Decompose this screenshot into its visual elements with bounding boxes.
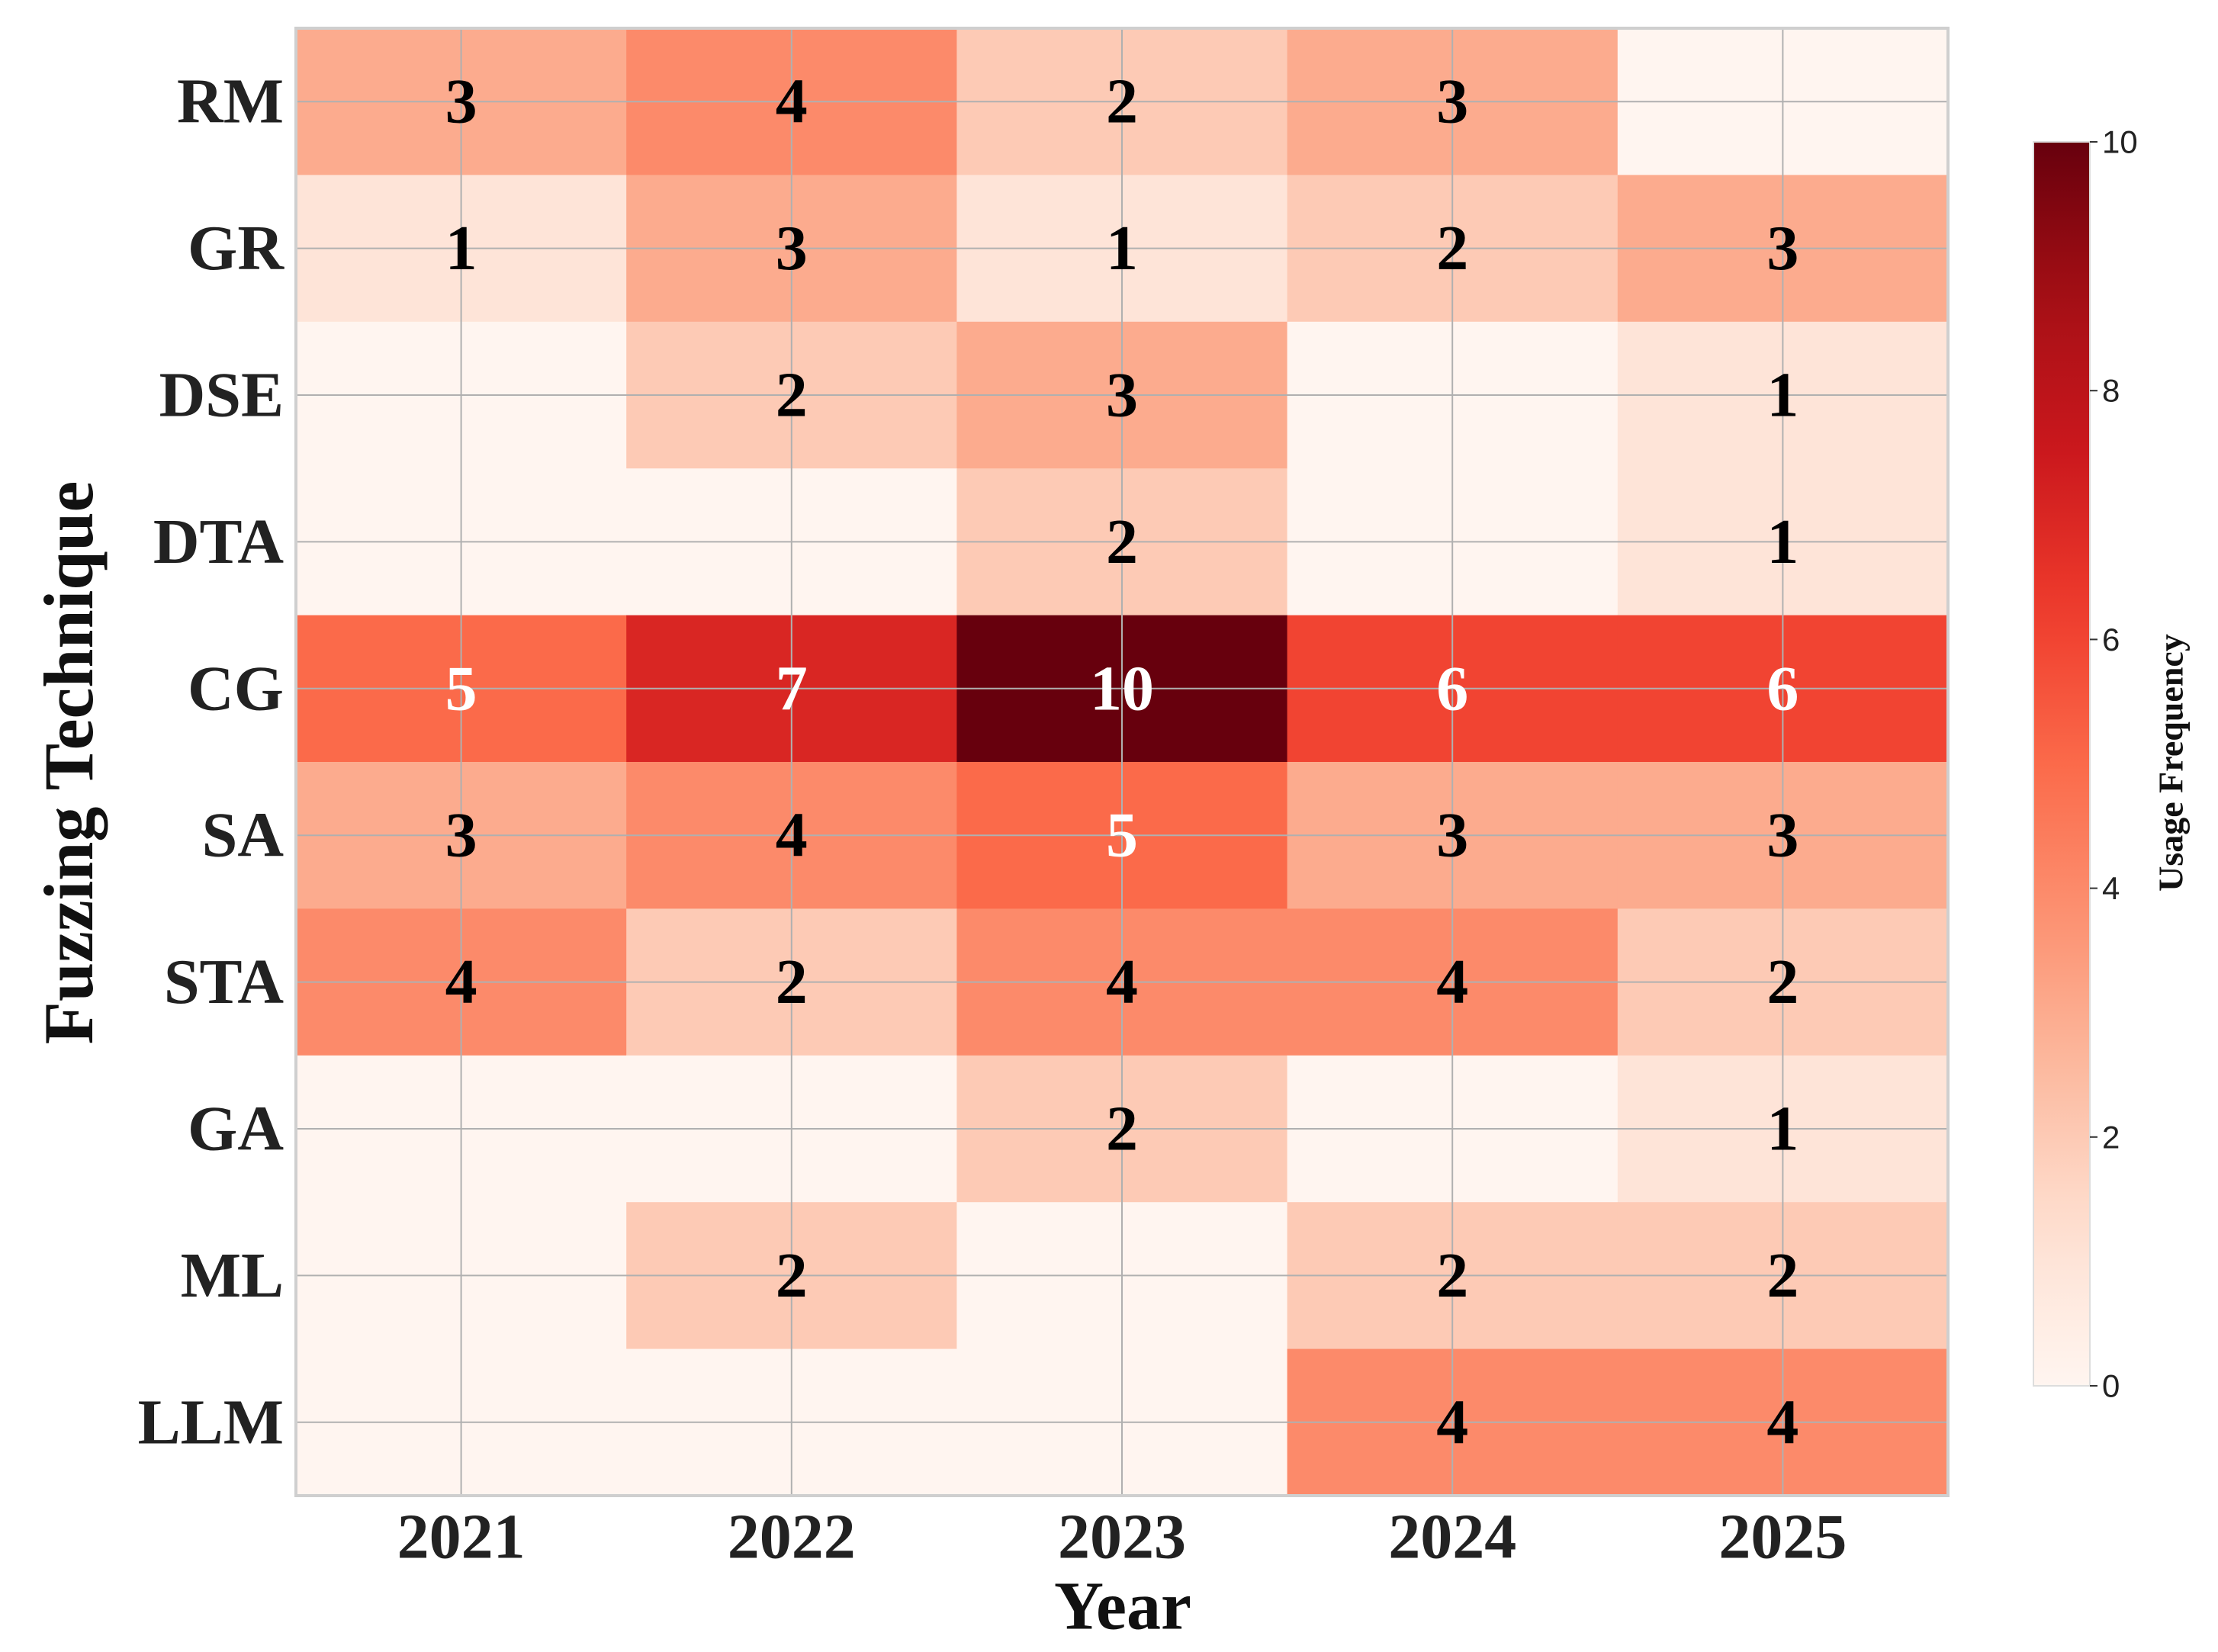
cell-label: 3 — [445, 800, 477, 871]
y-tick-label: SA — [202, 800, 284, 871]
cell-label: 3 — [1436, 800, 1468, 871]
cell-label: 1 — [1766, 1094, 1799, 1165]
cell-label: 10 — [1090, 653, 1154, 724]
y-tick-label: GA — [188, 1094, 284, 1165]
plot-frame — [294, 27, 1950, 1497]
cell-label: 4 — [1106, 947, 1138, 1017]
x-tick-label: 2024 — [1388, 1502, 1516, 1573]
x-tick-label: 2021 — [397, 1502, 526, 1573]
y-tick-label: DSE — [159, 360, 284, 431]
y-tick-label: STA — [164, 947, 284, 1017]
cell-label: 6 — [1766, 653, 1799, 724]
cell-label: 2 — [776, 947, 808, 1017]
y-tick-label: RM — [177, 66, 284, 137]
x-tick-label: 2025 — [1718, 1502, 1847, 1573]
cell-label: 4 — [1436, 1387, 1468, 1458]
colorbar — [2033, 141, 2091, 1387]
cell-label: 4 — [776, 66, 808, 137]
cell-label: 1 — [1766, 360, 1799, 431]
cell-label: 4 — [776, 800, 808, 871]
colorbar-tick-label: 10 — [2102, 124, 2138, 160]
cell-label: 1 — [445, 213, 477, 284]
cell-label: 2 — [1766, 947, 1799, 1017]
cell-label: 3 — [776, 213, 808, 284]
cell-label: 3 — [1436, 66, 1468, 137]
x-tick-label: 2022 — [728, 1502, 856, 1573]
cell-label: 4 — [1766, 1387, 1799, 1458]
cell-label: 3 — [445, 66, 477, 137]
cell-label: 5 — [1106, 800, 1138, 871]
cell-label: 2 — [1106, 1094, 1138, 1165]
colorbar-tick-label: 8 — [2102, 373, 2120, 409]
cell-label: 2 — [1106, 506, 1138, 577]
y-tick-label: DTA — [153, 506, 284, 577]
cell-label: 2 — [1106, 66, 1138, 137]
x-tick-label: 2023 — [1058, 1502, 1186, 1573]
y-tick-label: CG — [188, 653, 284, 724]
colorbar-tick-label: 0 — [2102, 1368, 2120, 1404]
cell-label: 7 — [776, 653, 808, 724]
colorbar-tick-label: 6 — [2102, 622, 2120, 657]
cell-label: 2 — [776, 360, 808, 431]
cell-label: 2 — [1436, 1240, 1468, 1311]
cell-label: 4 — [1436, 947, 1468, 1017]
cell-label: 3 — [1766, 800, 1799, 871]
cell-label: 2 — [1436, 213, 1468, 284]
y-axis-label: Fuzzing Technique — [30, 481, 108, 1045]
x-axis-label: Year — [1054, 1569, 1191, 1644]
colorbar-label: Usage Frequency — [2152, 634, 2191, 892]
cell-label: 5 — [445, 653, 477, 724]
y-tick-label: ML — [181, 1240, 284, 1311]
cell-label: 2 — [1766, 1240, 1799, 1311]
cell-label: 4 — [445, 947, 477, 1017]
y-tick-label: LLM — [138, 1387, 284, 1458]
cell-label: 3 — [1766, 213, 1799, 284]
cell-label: 6 — [1436, 653, 1468, 724]
colorbar-tick-label: 4 — [2102, 870, 2120, 906]
cell-label: 1 — [1106, 213, 1138, 284]
cell-label: 2 — [776, 1240, 808, 1311]
colorbar-tick-label: 2 — [2102, 1119, 2120, 1155]
cell-label: 1 — [1766, 506, 1799, 577]
y-tick-label: GR — [188, 213, 284, 284]
cell-label: 3 — [1106, 360, 1138, 431]
